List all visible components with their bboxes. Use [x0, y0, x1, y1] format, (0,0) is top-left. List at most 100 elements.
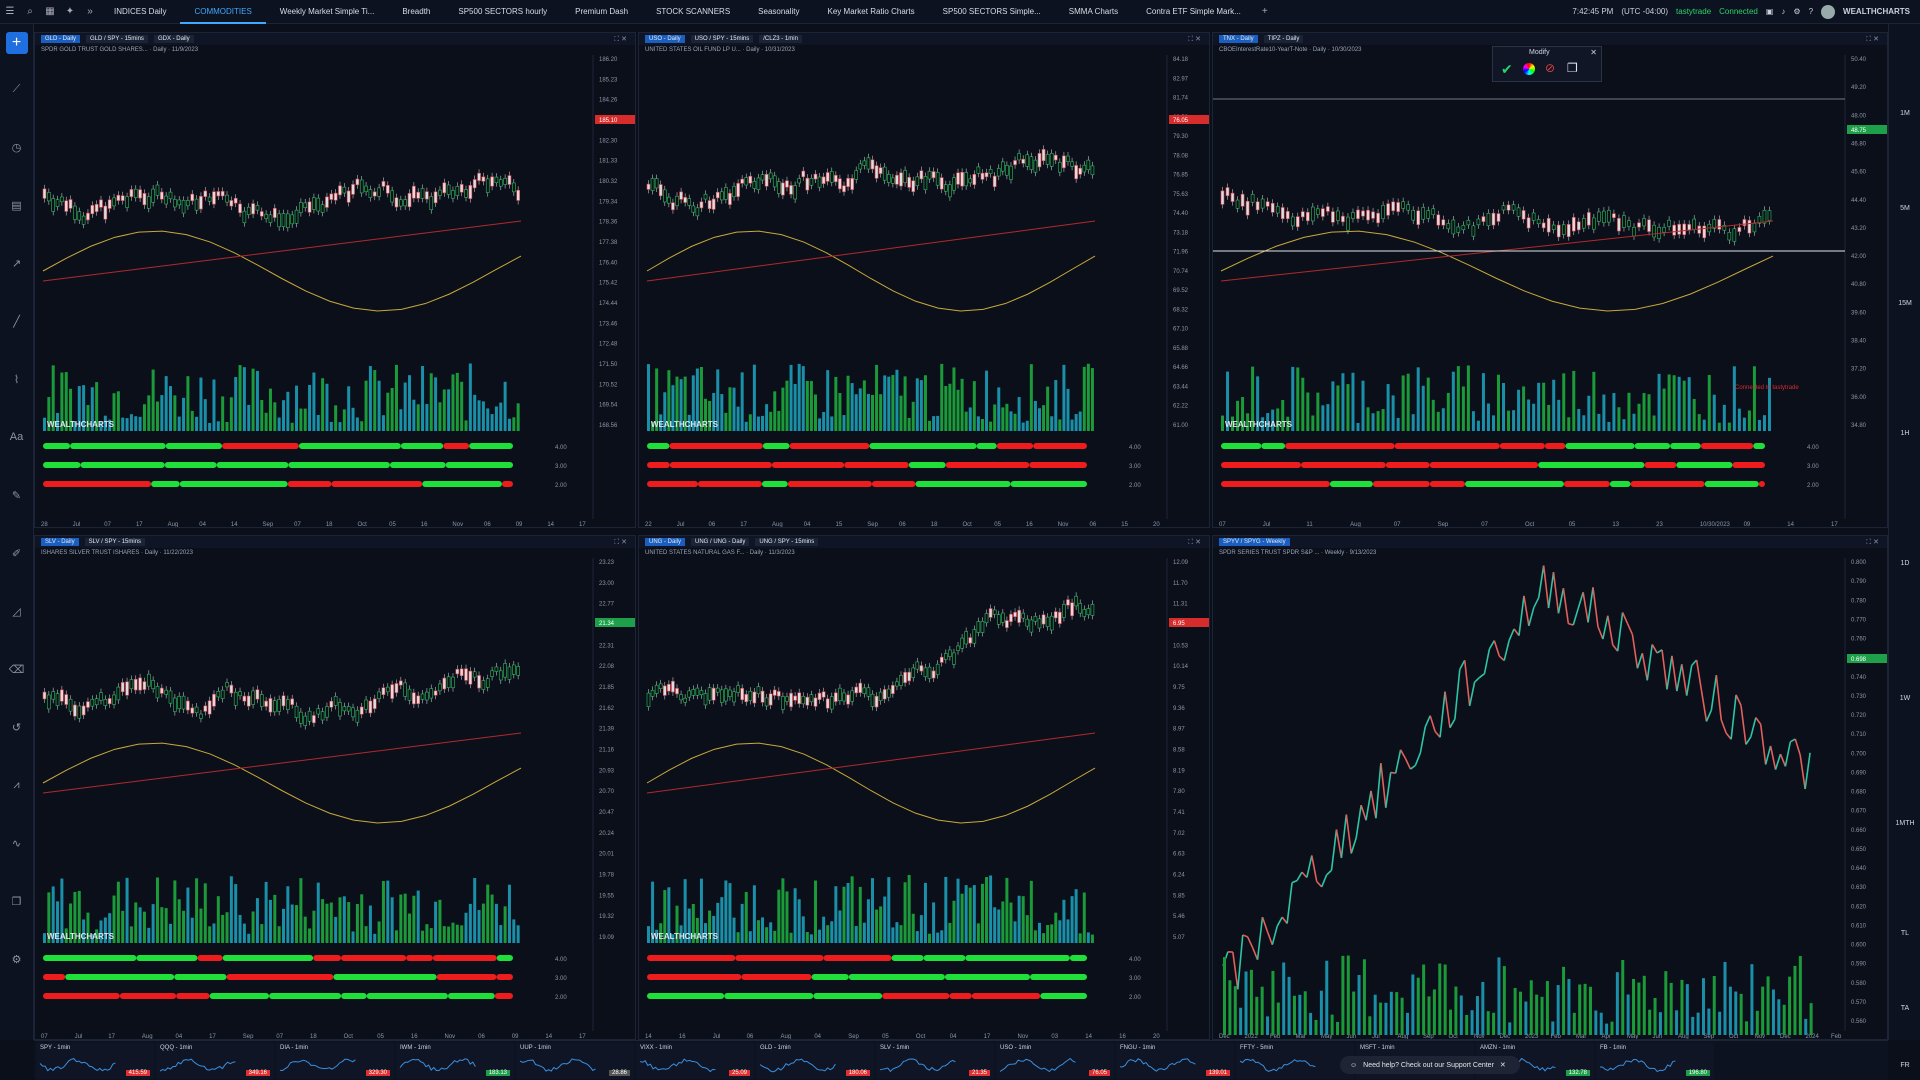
chart-panel-4[interactable]: UNG - Daily UNG / UNG - Daily UNG / SPY - … — [638, 535, 1210, 1040]
mini-chart[interactable]: SLV - 1min 21.35 — [876, 1043, 994, 1079]
tab-0[interactable]: INDICES Daily — [114, 6, 167, 16]
close-icon[interactable]: ✕ — [1195, 36, 1201, 43]
symbol-tab[interactable]: USO - Daily — [645, 35, 685, 43]
maximize-icon[interactable]: ⛶ — [614, 539, 620, 546]
timeframe-0[interactable]: 1M — [1900, 110, 1910, 117]
maximize-icon[interactable]: ⛶ — [1866, 36, 1872, 43]
tab-1[interactable]: COMMODITIES — [180, 0, 266, 24]
bell-icon[interactable]: ♪ — [1781, 7, 1786, 16]
undo-icon[interactable]: ↺ — [11, 721, 22, 734]
close-icon[interactable]: ✕ — [1590, 48, 1597, 57]
mini-chart[interactable]: FFTY - 5min — [1236, 1043, 1354, 1079]
timezone[interactable]: (UTC -04:00) — [1621, 7, 1669, 16]
chart-panel-2[interactable]: TNX - Daily TIPZ - Daily ⛶ ✕ CBOEInterestRa… — [1212, 32, 1888, 528]
symbol-tab[interactable]: SPYV / SPYG - Weekly — [1219, 538, 1290, 546]
mini-chart[interactable]: IWM - 1min 183.13 — [396, 1043, 514, 1079]
symbol-tab[interactable]: UNG / SPY - 15mins — [755, 538, 819, 546]
timeframe-4[interactable]: 1D — [1900, 560, 1910, 567]
symbol-tab[interactable]: UNG / UNG - Daily — [691, 538, 750, 546]
timeframe-1[interactable]: 5M — [1900, 205, 1910, 212]
pencil-icon[interactable]: ✐ — [11, 547, 22, 560]
line-icon[interactable]: ╱ — [13, 315, 20, 328]
mini-chart[interactable]: FB - 1min 196.80 — [1596, 1043, 1714, 1079]
avatar[interactable] — [1821, 4, 1836, 19]
color-icon[interactable] — [1523, 63, 1535, 75]
gear-icon[interactable]: ⚙ — [1793, 7, 1801, 16]
mini-chart[interactable]: UUP - 1min 28.86 — [516, 1043, 634, 1079]
mini-chart[interactable]: VIXX - 1min 25.09 — [636, 1043, 754, 1079]
tab-6[interactable]: STOCK SCANNERS — [656, 6, 731, 16]
layers-icon[interactable]: ❐ — [11, 895, 22, 908]
tab-5[interactable]: Premium Dash — [575, 6, 629, 16]
text-icon[interactable]: Aa — [9, 431, 24, 443]
tab-8[interactable]: Key Market Ratio Charts — [827, 6, 915, 16]
symbol-tab[interactable]: TIPZ - Daily — [1263, 35, 1304, 43]
mini-chart[interactable]: QQQ - 1min 349.16 — [156, 1043, 274, 1079]
close-icon[interactable]: ✕ — [621, 539, 627, 546]
menu-icon[interactable]: ☰ — [5, 6, 15, 17]
expand-icon[interactable]: » — [87, 6, 93, 17]
tab-10[interactable]: SMMA Charts — [1068, 6, 1119, 16]
delete-icon[interactable]: ⊘ — [1545, 61, 1556, 75]
symbol-tab[interactable]: TNX - Daily — [1219, 35, 1258, 43]
tab-2[interactable]: Weekly Market Simple Ti... — [279, 6, 375, 16]
tab-4[interactable]: SP500 SECTORS hourly — [458, 6, 548, 16]
mini-chart[interactable]: USO - 1min 76.05 — [996, 1043, 1114, 1079]
mini-chart[interactable]: DIA - 1min 329.30 — [276, 1043, 394, 1079]
maximize-icon[interactable]: ⛶ — [1188, 36, 1194, 43]
symbol-tab[interactable]: SLV - Daily — [41, 538, 79, 546]
panel-controls[interactable]: ⛶ ✕ — [614, 35, 627, 44]
timeframe-6[interactable]: 1MTH — [1895, 820, 1915, 827]
eraser-icon[interactable]: ⌫ — [8, 663, 25, 676]
symbol-tab[interactable]: /CLZ3 - 1min — [759, 35, 802, 43]
fib-icon[interactable]: ⌇ — [13, 373, 20, 386]
tab-9[interactable]: SP500 SECTORS Simple... — [942, 6, 1041, 16]
support-banner[interactable]: ☺ Need help? Check out our Support Center… — [1340, 1056, 1520, 1074]
calendar-icon[interactable]: ▤ — [11, 199, 22, 212]
symbol-tab[interactable]: SLV / SPY - 15mins — [84, 538, 146, 546]
panel-controls[interactable]: ⛶ ✕ — [1866, 35, 1879, 44]
chart-canvas[interactable]: 0.8000.7900.7800.7700.7600.7500.7400.730… — [1213, 558, 1888, 1040]
maximize-icon[interactable]: ⛶ — [614, 36, 620, 43]
mini-chart[interactable]: GLD - 1min 180.06 — [756, 1043, 874, 1079]
chart-panel-0[interactable]: GLD - Daily GLD / SPY - 15mins GDX - Daily… — [34, 32, 636, 528]
timeframe-7[interactable]: TL — [1900, 930, 1910, 937]
timeframe-8[interactable]: TA — [1900, 1005, 1910, 1012]
help-icon[interactable]: ? — [1808, 7, 1814, 16]
add-tab-icon[interactable]: + — [1261, 6, 1268, 17]
brush-icon[interactable]: ✎ — [11, 489, 22, 502]
chart-canvas[interactable]: 23.2323.0022.7722.5422.3122.0821.8521.62… — [35, 558, 636, 1040]
indicator-icon[interactable]: ∿ — [11, 837, 22, 850]
panel-controls[interactable]: ⛶ ✕ — [614, 538, 627, 547]
chart-canvas[interactable]: 186.20185.23184.26183.29182.30181.33180.… — [35, 55, 636, 528]
chart-panel-3[interactable]: SLV - Daily SLV / SPY - 15mins ⛶ ✕ ISHARES … — [34, 535, 636, 1040]
symbol-tab[interactable]: USO / SPY - 15mins — [690, 35, 754, 43]
clock-icon[interactable]: ◷ — [11, 141, 22, 154]
tab-3[interactable]: Breadth — [402, 6, 431, 16]
trendline-icon[interactable]: ⟋ — [12, 82, 21, 95]
chart-canvas[interactable]: 84.1882.9781.7480.5279.3078.0876.8575.63… — [639, 55, 1210, 528]
copy-icon[interactable]: ❐ — [1567, 61, 1578, 75]
maximize-icon[interactable]: ⛶ — [1188, 539, 1194, 546]
layout-icon[interactable]: ▦ — [45, 6, 55, 17]
add-icon[interactable]: + — [5, 32, 28, 54]
timeframe-2[interactable]: 15M — [1898, 300, 1912, 307]
broker-name[interactable]: tastytrade — [1676, 7, 1712, 16]
close-icon[interactable]: ✕ — [621, 36, 627, 43]
chart-type-icon[interactable]: ⩘ — [13, 778, 20, 791]
close-icon[interactable]: ✕ — [1499, 1062, 1506, 1069]
tab-7[interactable]: Seasonality — [758, 6, 800, 16]
chart-canvas[interactable]: 50.4049.2048.0046.8045.6044.4043.2042.00… — [1213, 55, 1888, 528]
tab-11[interactable]: Contra ETF Simple Mark... — [1146, 6, 1241, 16]
search-icon[interactable]: ⌕ — [27, 6, 33, 17]
symbol-tab[interactable]: GLD / SPY - 15mins — [86, 35, 148, 43]
check-icon[interactable]: ✔ — [1501, 61, 1513, 77]
timeframe-5[interactable]: 1W — [1899, 695, 1911, 702]
settings-icon[interactable]: ⚙ — [11, 953, 22, 966]
timeframe-3[interactable]: 1H — [1900, 430, 1910, 437]
panel-controls[interactable]: ⛶ ✕ — [1188, 35, 1201, 44]
save-icon[interactable]: ▣ — [1765, 7, 1774, 16]
symbol-tab[interactable]: GDX - Daily — [153, 35, 194, 43]
close-icon[interactable]: ✕ — [1873, 36, 1879, 43]
close-icon[interactable]: ✕ — [1195, 539, 1201, 546]
